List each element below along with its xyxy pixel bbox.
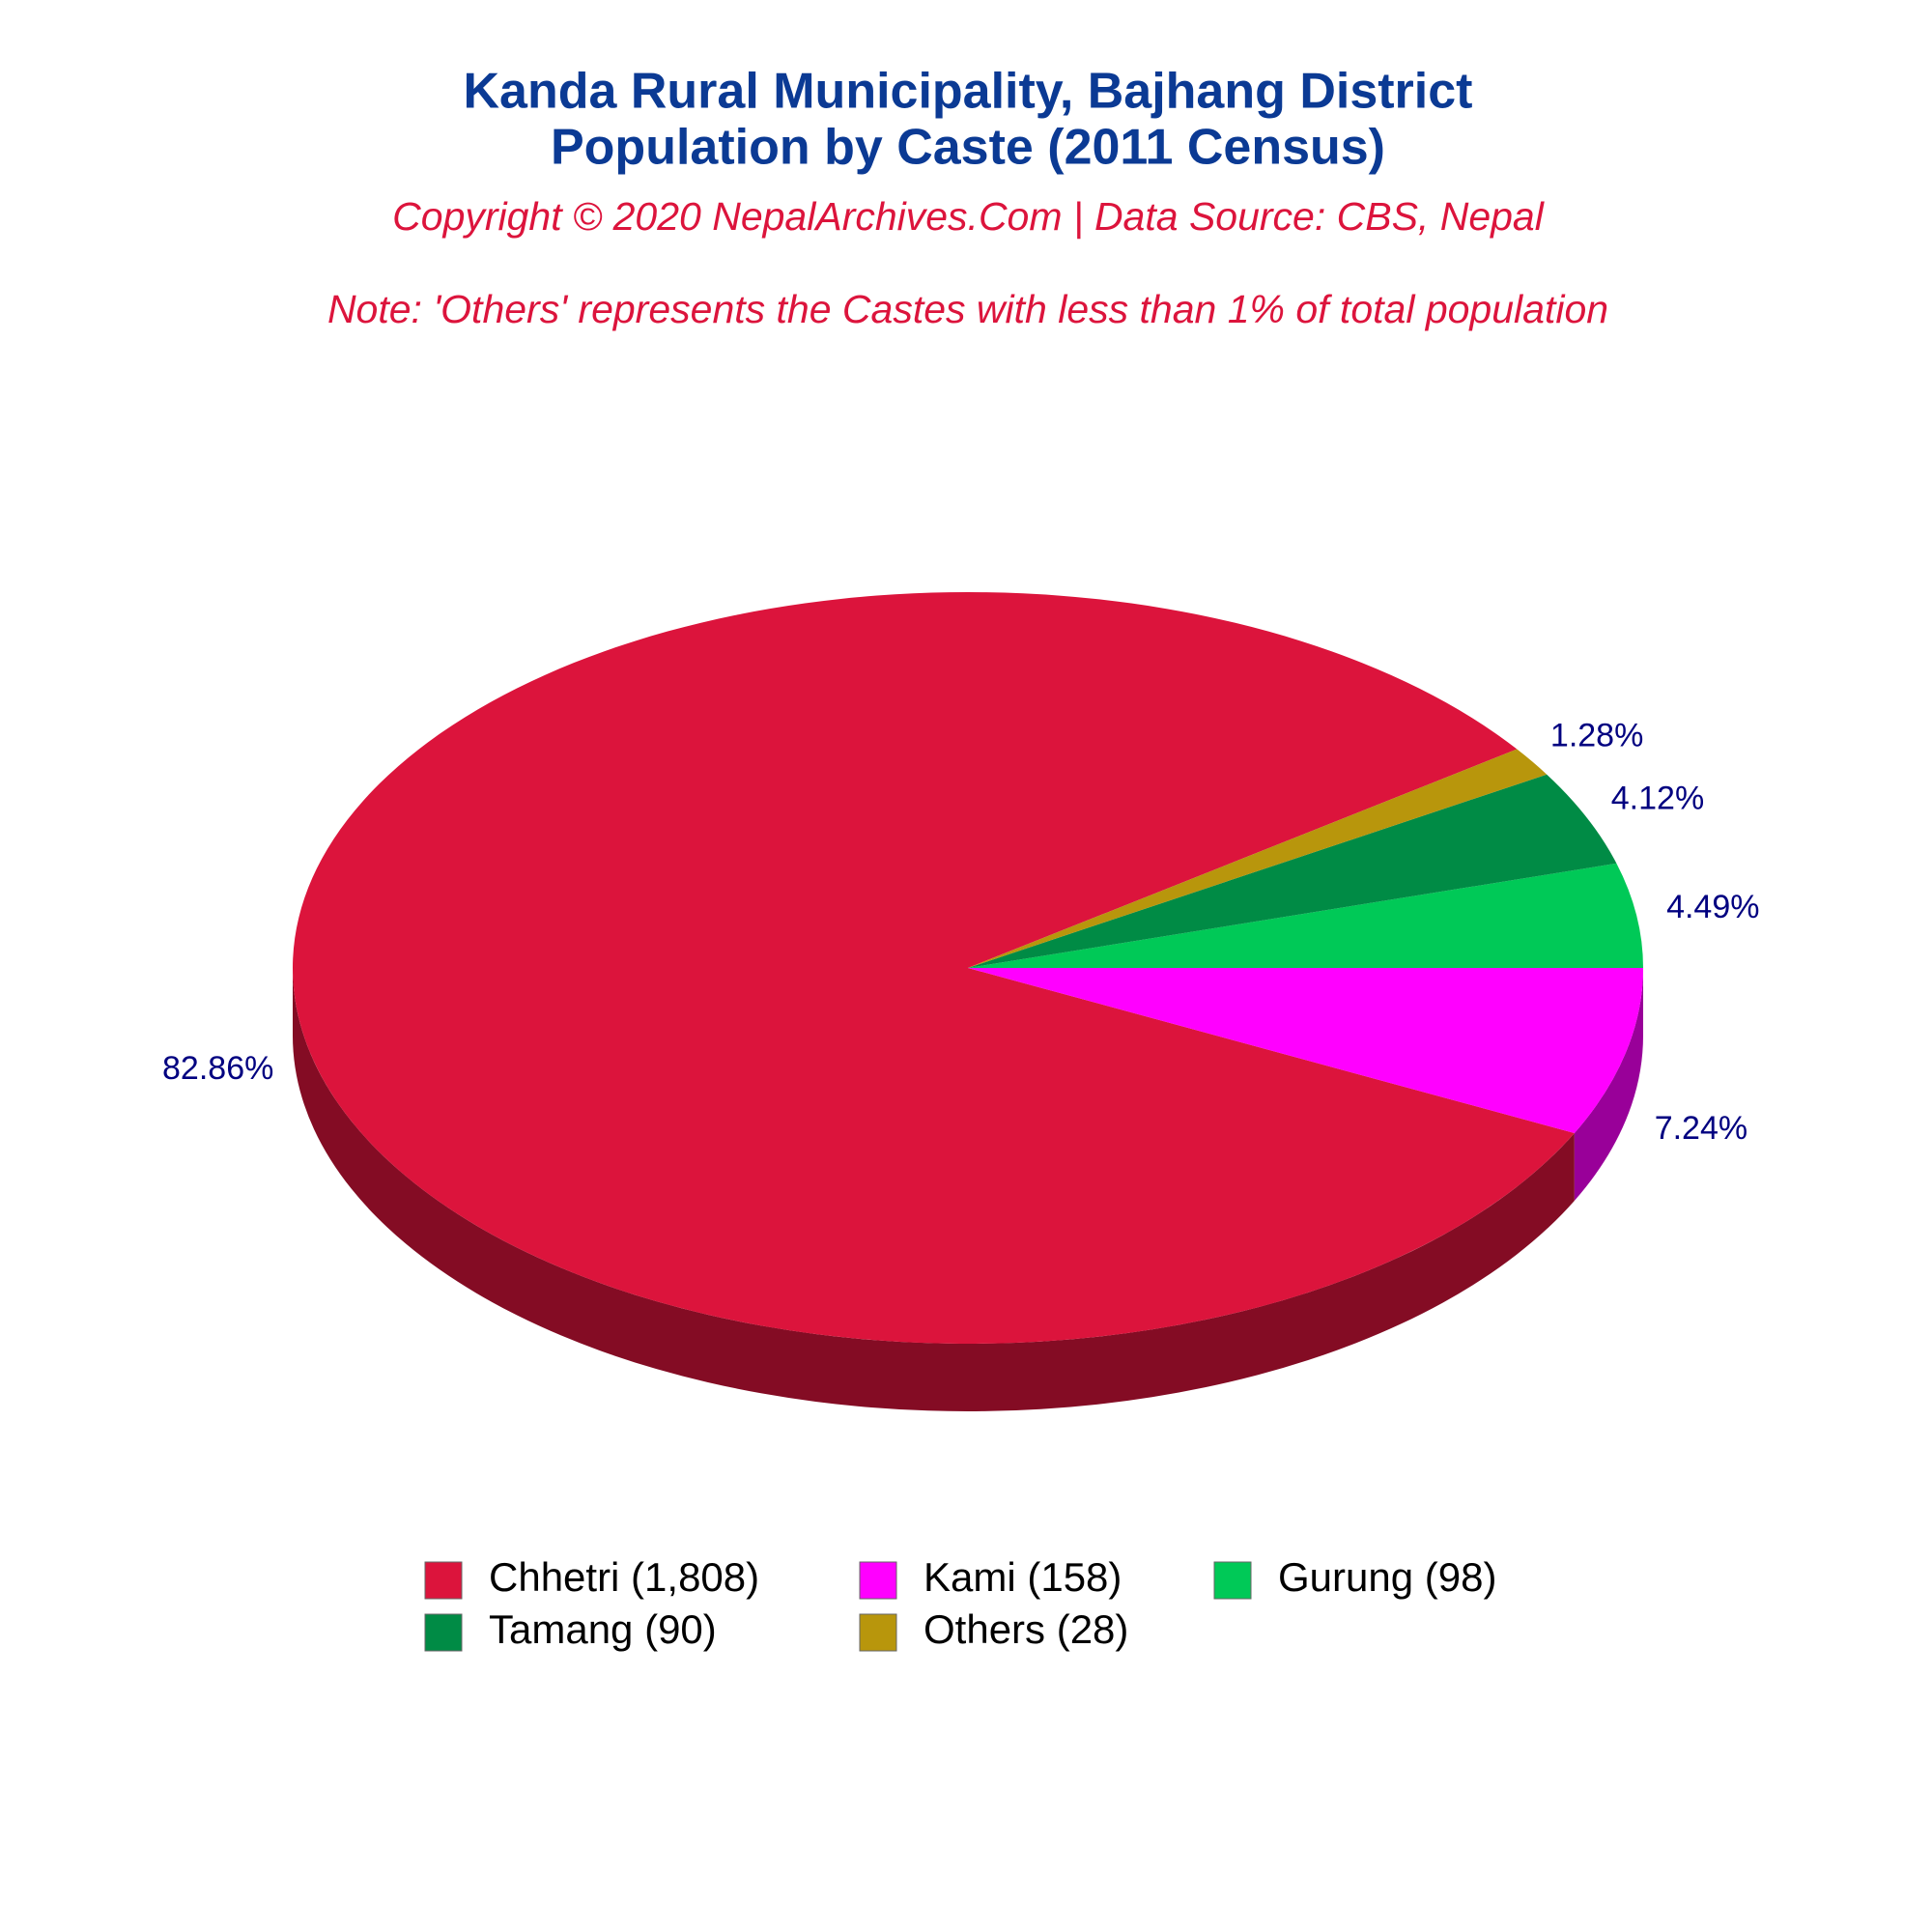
legend-label: Gurung (98) [1278, 1554, 1496, 1600]
slice-side [293, 968, 1575, 1411]
note: Note: 'Others' represents the Castes wit… [327, 287, 1608, 331]
legend-label: Tamang (90) [489, 1606, 717, 1652]
copyright: Copyright © 2020 NepalArchives.Com | Dat… [392, 194, 1546, 239]
legend-label: Others (28) [923, 1606, 1128, 1652]
slice [968, 968, 1643, 1133]
slice [968, 749, 1548, 968]
legend-label: Chhetri (1,808) [489, 1554, 759, 1600]
legend-label: Kami (158) [923, 1554, 1122, 1600]
value-label: 4.12% [1611, 780, 1704, 816]
legend-swatch [859, 1613, 897, 1652]
slice [968, 774, 1617, 968]
value-label: 4.49% [1666, 889, 1759, 925]
slice [293, 591, 1575, 1344]
chart-title: Kanda Rural Municipality, Bajhang Distri… [464, 64, 1473, 120]
chart-subtitle: Population by Caste (2011 Census) [551, 120, 1385, 176]
slice-side [1574, 968, 1643, 1201]
legend-swatch [859, 1561, 897, 1600]
legend-swatch [1213, 1561, 1252, 1600]
value-label: 82.86% [162, 1050, 273, 1087]
value-label: 1.28% [1550, 718, 1643, 754]
legend-swatch [424, 1613, 463, 1652]
slice [968, 863, 1644, 969]
value-label: 7.24% [1655, 1110, 1747, 1147]
legend-swatch [424, 1561, 463, 1600]
